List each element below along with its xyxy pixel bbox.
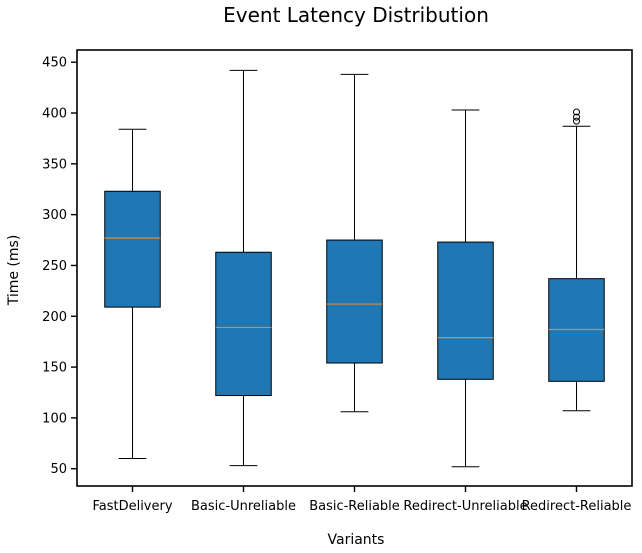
chart-title: Event Latency Distribution bbox=[223, 3, 489, 27]
y-tick-label: 450 bbox=[42, 56, 67, 71]
y-tick-label: 350 bbox=[42, 157, 67, 172]
x-axis-label: Variants bbox=[328, 532, 385, 548]
box bbox=[104, 190, 161, 308]
y-tick-label: 100 bbox=[42, 411, 67, 426]
box-group bbox=[326, 73, 383, 413]
x-tick-label: Redirect-Reliable bbox=[522, 499, 632, 514]
x-tick-label: FastDelivery bbox=[92, 499, 172, 514]
box-group bbox=[215, 69, 272, 467]
y-axis-label: Time (ms) bbox=[6, 235, 22, 307]
y-tick-label: 300 bbox=[42, 208, 67, 223]
x-tick-label: Redirect-Unreliable bbox=[403, 499, 527, 514]
outlier-point bbox=[573, 108, 580, 116]
boxes-layer bbox=[104, 69, 605, 468]
y-tick-label: 200 bbox=[42, 310, 67, 325]
box bbox=[437, 241, 494, 380]
x-axis: FastDelivery Basic-Unreliable Basic-Reliab… bbox=[92, 486, 631, 514]
box-group bbox=[548, 108, 605, 412]
box-group bbox=[437, 109, 494, 468]
y-tick-label: 400 bbox=[42, 107, 67, 122]
box bbox=[215, 251, 272, 397]
y-tick-label: 250 bbox=[42, 259, 67, 274]
x-tick-label: Basic-Unreliable bbox=[191, 499, 296, 514]
y-tick-label: 50 bbox=[50, 462, 67, 477]
outlier-point bbox=[573, 113, 580, 121]
box-group bbox=[104, 128, 161, 460]
outlier-point bbox=[573, 117, 580, 125]
box bbox=[326, 239, 383, 364]
y-tick-label: 150 bbox=[42, 361, 67, 376]
x-tick-label: Basic-Reliable bbox=[309, 499, 400, 514]
y-axis: 50 100 150 200 250 300 350 400 450 bbox=[42, 56, 77, 477]
